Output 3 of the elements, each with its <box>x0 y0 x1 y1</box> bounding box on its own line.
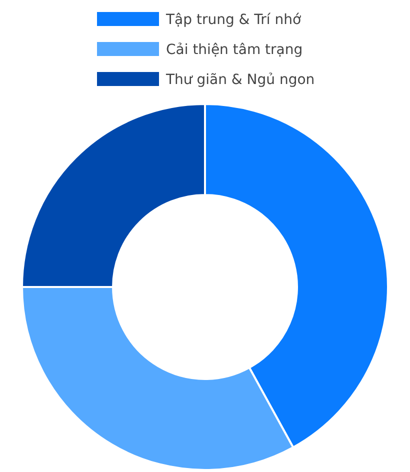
legend-label: Thư giãn & Ngủ ngon <box>165 72 315 88</box>
legend-label: Cải thiện tâm trạng <box>166 42 303 58</box>
legend-label: Tập trung & Trí nhớ <box>165 12 302 28</box>
